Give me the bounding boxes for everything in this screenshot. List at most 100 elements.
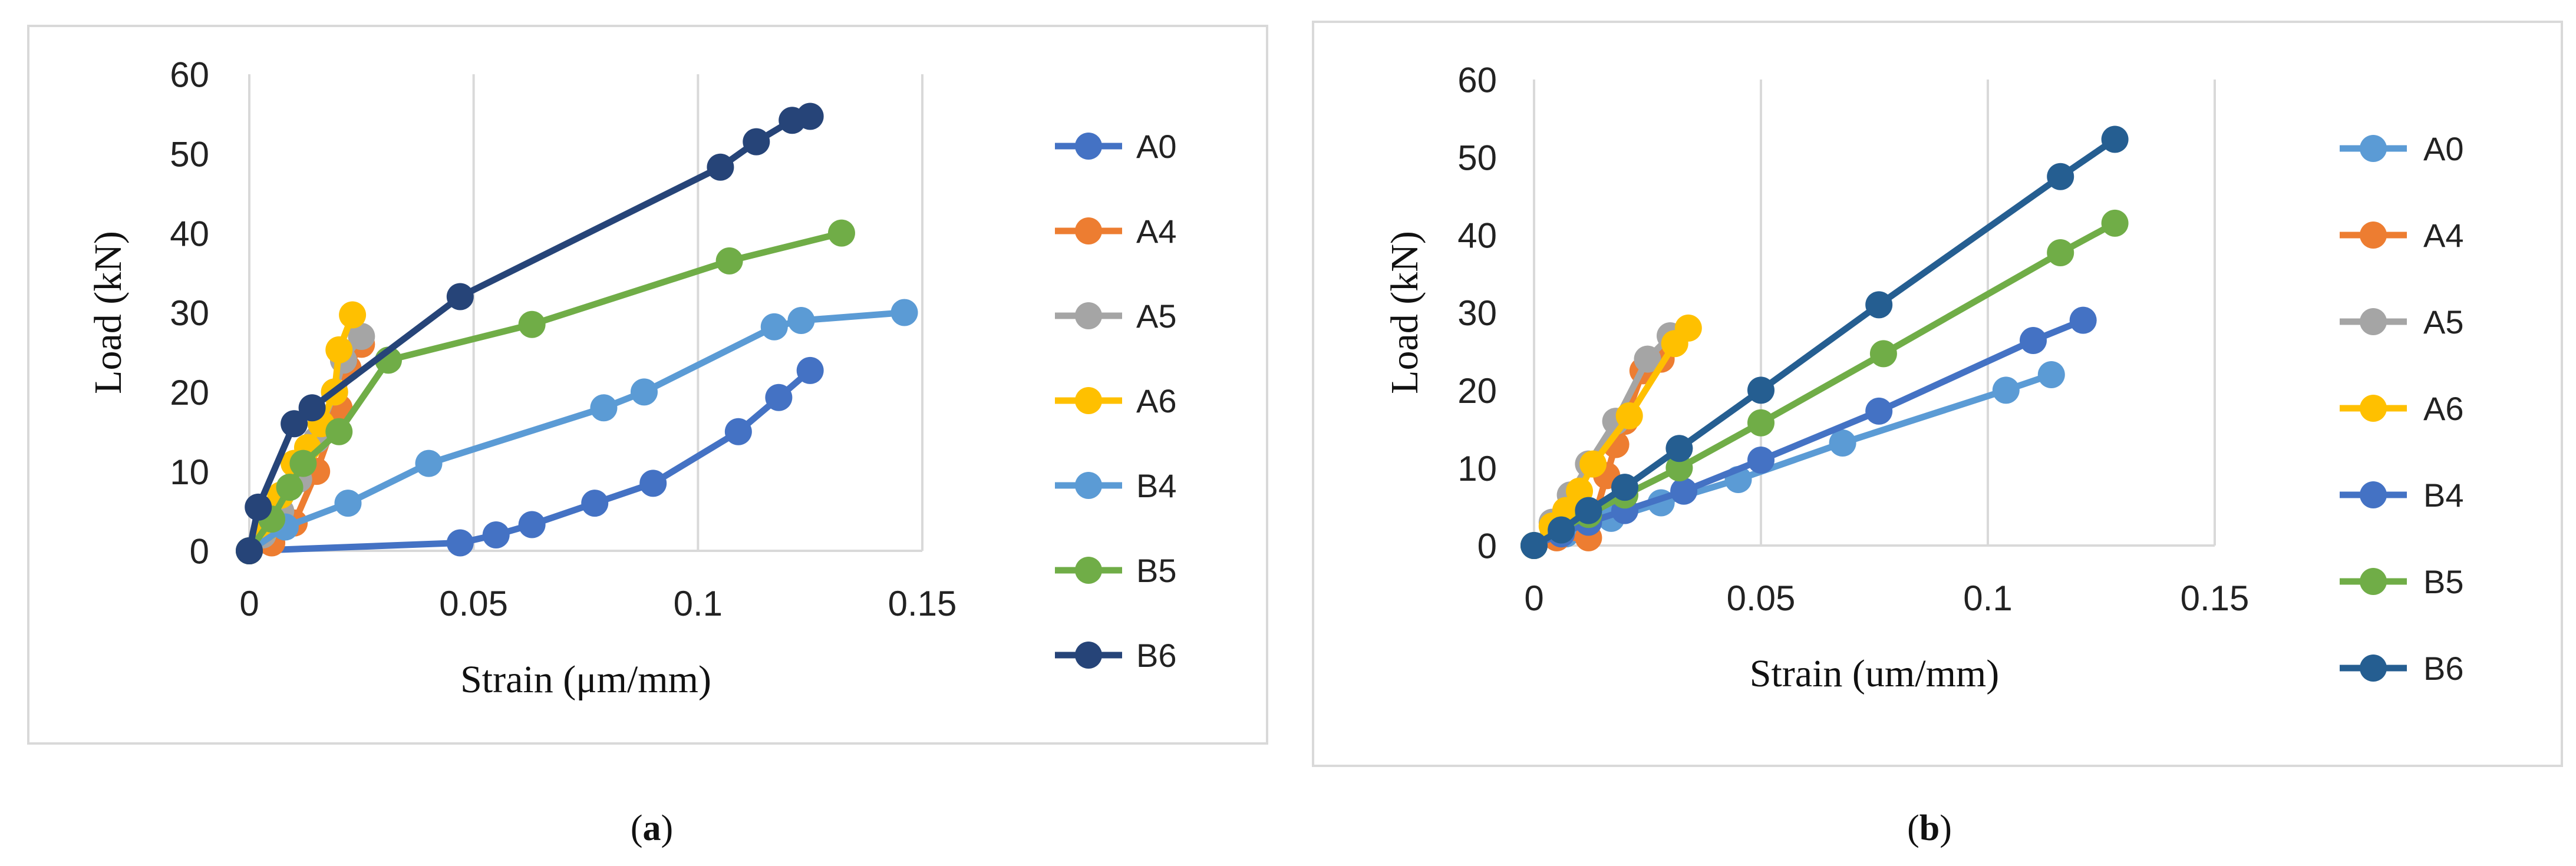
data-point: [2047, 239, 2074, 266]
gridlines: [472, 74, 923, 551]
y-tick-label: 20: [170, 373, 209, 412]
plot-area: [236, 103, 918, 564]
data-point: [348, 322, 375, 350]
data-point: [482, 521, 510, 549]
data-point: [2101, 209, 2129, 237]
data-point: [289, 449, 317, 477]
legend-entry: A6: [1055, 382, 1177, 419]
data-point: [281, 410, 308, 438]
legend-label: A4: [2423, 217, 2464, 254]
data-point: [1520, 532, 1548, 559]
data-point: [298, 394, 326, 422]
legend-label: A5: [2423, 303, 2464, 341]
y-tick-label: 50: [170, 134, 209, 174]
data-point: [630, 378, 658, 406]
legend-label: A6: [1136, 382, 1177, 419]
chart-panel-a: 0 10 20 30 40 50 60 0 0.05 0.1 0.15 Strain (μm/mm) L…: [27, 25, 1268, 745]
legend-entry: B5: [1055, 552, 1177, 589]
y-tick-label: 30: [170, 293, 209, 333]
legend-entry: B6: [1055, 637, 1177, 674]
data-point: [1615, 402, 1643, 429]
legend-marker: [1075, 387, 1102, 414]
data-point: [2101, 125, 2129, 153]
y-tick-label: 60: [170, 55, 209, 95]
legend-label: A6: [2423, 390, 2464, 427]
data-point: [236, 537, 263, 564]
data-point: [1674, 314, 1702, 342]
data-point: [796, 103, 824, 130]
legend-entry: B5: [2340, 563, 2464, 600]
legend-label: A0: [2423, 130, 2464, 167]
data-point: [276, 474, 304, 501]
series-b6: [1520, 125, 2129, 559]
data-point: [2069, 306, 2097, 334]
legend-entry: A0: [2340, 130, 2464, 167]
data-point: [1634, 345, 1661, 373]
data-point: [1670, 477, 1698, 505]
y-tick-label: 10: [1457, 449, 1497, 488]
legend-entry: A5: [1055, 298, 1177, 335]
data-point: [2037, 361, 2065, 388]
legend-marker: [1075, 302, 1102, 329]
legend-entry: A0: [1055, 128, 1177, 165]
data-point: [446, 283, 474, 310]
data-point: [245, 493, 272, 521]
y-axis-title: Load (kN): [87, 231, 130, 394]
y-tick-label: 50: [1457, 138, 1497, 177]
legend-marker: [2360, 481, 2387, 508]
data-point: [2047, 163, 2074, 190]
data-point: [1865, 397, 1893, 425]
data-point: [827, 219, 855, 247]
data-point: [1747, 409, 1774, 437]
legend-label: B4: [2423, 477, 2464, 514]
y-axis-title: Load (kN): [1383, 231, 1426, 394]
data-point: [518, 511, 546, 538]
data-point: [639, 470, 667, 497]
legend-label: A5: [1136, 298, 1177, 335]
data-point: [1829, 429, 1856, 457]
data-point: [890, 299, 918, 326]
legend-label: B5: [2423, 563, 2464, 600]
data-point: [2020, 326, 2047, 354]
legend-marker: [2360, 655, 2387, 682]
y-tick-label: 60: [1457, 61, 1497, 100]
legend-entry: A6: [2340, 390, 2464, 427]
x-tick-label: 0.1: [674, 584, 723, 623]
legend-entry: B4: [2340, 477, 2464, 514]
data-point: [787, 306, 815, 334]
legend-marker: [2360, 135, 2387, 162]
data-point: [1611, 474, 1638, 501]
legend-entry: B4: [1055, 467, 1177, 504]
data-point: [1665, 454, 1693, 482]
legend-marker: [2360, 308, 2387, 335]
legend-marker: [2360, 395, 2387, 422]
y-tick-label: 10: [170, 452, 209, 492]
data-point: [325, 336, 353, 363]
data-point: [1548, 516, 1575, 544]
series-b6: [236, 103, 824, 564]
legend-label: B6: [2423, 650, 2464, 687]
legend-marker: [2360, 222, 2387, 249]
data-point: [581, 490, 609, 517]
y-tick-label: 0: [190, 532, 209, 571]
data-point: [765, 384, 793, 411]
data-point: [1747, 446, 1774, 474]
legend-label: A0: [1136, 128, 1177, 165]
legend-marker: [1075, 133, 1102, 160]
data-point: [796, 356, 824, 384]
data-point: [1747, 376, 1774, 404]
y-tick-label: 40: [170, 214, 209, 253]
panel-caption: (b): [1907, 808, 1952, 848]
legend-entry: B6: [2340, 650, 2464, 687]
x-tick-label: 0: [239, 584, 259, 623]
data-point: [715, 247, 743, 275]
data-point: [1665, 435, 1693, 462]
data-point: [724, 418, 752, 445]
data-point: [415, 449, 443, 477]
legend-marker: [1075, 642, 1102, 669]
legend-marker: [1075, 557, 1102, 584]
data-point: [743, 128, 770, 156]
x-tick-label: 0.05: [439, 584, 508, 623]
data-point: [760, 313, 788, 341]
